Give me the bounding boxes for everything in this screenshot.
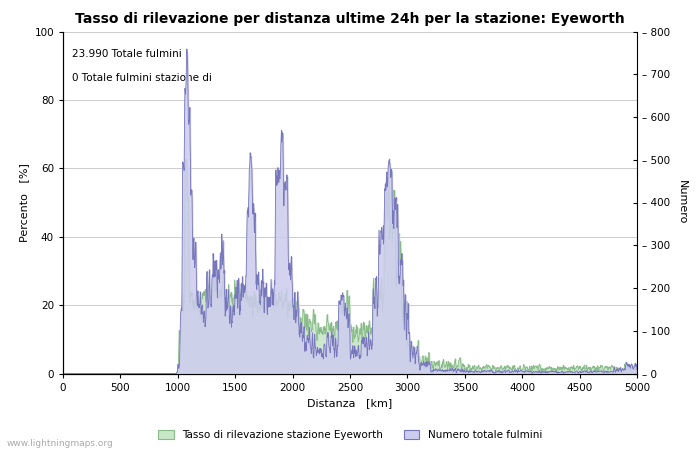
Text: 23.990 Totale fulmini: 23.990 Totale fulmini [71,49,181,58]
Y-axis label: Percento   [%]: Percento [%] [19,163,29,242]
Title: Tasso di rilevazione per distanza ultime 24h per la stazione: Eyeworth: Tasso di rilevazione per distanza ultime… [75,12,625,26]
Legend: Tasso di rilevazione stazione Eyeworth, Numero totale fulmini: Tasso di rilevazione stazione Eyeworth, … [158,430,542,440]
Y-axis label: Numero: Numero [677,180,687,225]
Text: www.lightningmaps.org: www.lightningmaps.org [7,439,113,448]
Text: 0 Totale fulmini stazione di: 0 Totale fulmini stazione di [71,72,211,82]
X-axis label: Distanza   [km]: Distanza [km] [307,398,393,408]
